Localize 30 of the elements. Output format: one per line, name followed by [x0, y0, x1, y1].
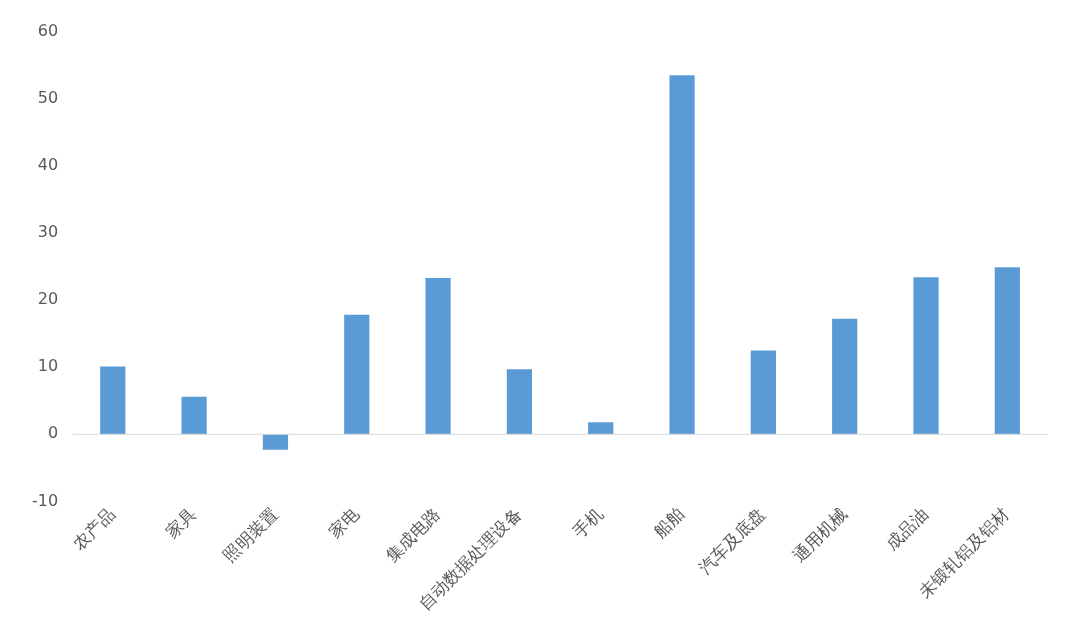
bar: [262, 434, 289, 450]
bar: [913, 277, 939, 435]
bar: [832, 318, 858, 435]
x-tick-label: 船舶: [649, 503, 689, 542]
x-tick-label: 手机: [568, 503, 607, 542]
bar: [506, 369, 533, 435]
y-tick-label: 0: [47, 423, 59, 443]
y-tick-label: 60: [37, 20, 59, 40]
x-tick-label: 家电: [324, 503, 363, 542]
y-tick-label: 40: [37, 154, 59, 174]
x-tick-label: 家具: [161, 503, 201, 542]
bar: [425, 277, 451, 435]
bar: [994, 267, 1020, 435]
y-tick-label: 30: [37, 222, 59, 242]
bar: [181, 396, 207, 435]
x-tick-label: 集成电路: [381, 503, 445, 566]
y-tick-label: 20: [37, 289, 59, 309]
bar: [750, 350, 776, 435]
y-tick-label: 50: [37, 87, 59, 107]
x-tick-label: 照明装置: [219, 503, 282, 566]
bar: [588, 422, 614, 435]
y-tick-label: -10: [31, 490, 59, 510]
bar: [344, 314, 370, 435]
x-tick-label: 农产品: [68, 503, 119, 554]
x-tick-label: 通用机械: [788, 503, 851, 566]
bar: [669, 75, 695, 435]
x-tick-label: 成品油: [881, 503, 932, 554]
y-tick-label: 10: [37, 356, 59, 376]
x-tick-label: 汽车及底盘: [695, 503, 770, 578]
bar: [100, 366, 126, 435]
